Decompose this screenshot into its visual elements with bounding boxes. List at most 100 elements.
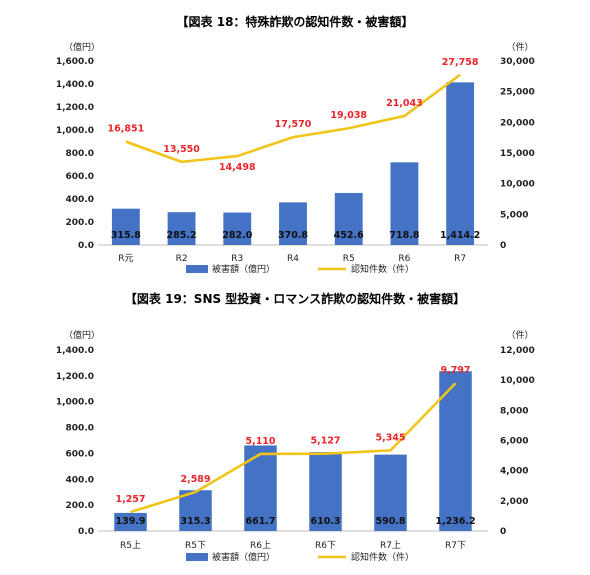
- line-value-label: 5,110: [245, 436, 275, 447]
- line-value-label: 14,498: [219, 162, 256, 173]
- y-right-tick-label: 25,000: [500, 88, 535, 98]
- y-left-tick-label: 800.0: [66, 424, 94, 434]
- y-right-tick-label: 30,000: [500, 57, 535, 67]
- line-value-label: 2,589: [180, 474, 210, 485]
- bar-R2: [167, 212, 196, 245]
- y-right-tick-label: 8,000: [500, 406, 528, 416]
- y-left-unit: （億円）: [64, 329, 100, 341]
- bar-R4: [279, 202, 307, 245]
- bar-R5: [334, 192, 363, 245]
- line-value-label: 1,257: [115, 494, 145, 505]
- y-right-tick-label: 15,000: [500, 149, 535, 159]
- y-right-tick-label: 0: [500, 241, 506, 251]
- y-right-tick-label: 0: [500, 527, 506, 537]
- y-left-tick-label: 1,600.0: [56, 57, 94, 67]
- bar-value-label: 610.3: [310, 516, 340, 527]
- line-value-label: 17,570: [275, 119, 312, 130]
- y-left-tick-label: 1,200.0: [56, 372, 94, 382]
- line-series: [130, 382, 457, 514]
- bar-value-label: 1,236.2: [435, 516, 475, 527]
- chart-1: 0.0 200.0 400.0 600.0 800.0 1,000.0 1,200.0 1,4…: [56, 41, 535, 275]
- y-left-tick-label: 0.0: [78, 527, 94, 537]
- y-right-tick-label: 5,000: [500, 210, 528, 220]
- line-value-label: 19,038: [330, 110, 367, 121]
- x-tick-label: R4: [287, 254, 299, 264]
- bar-R5上: [114, 512, 147, 531]
- bar-R6下: [309, 452, 342, 531]
- bar-R7上: [374, 454, 407, 531]
- bar-R5下: [179, 490, 212, 531]
- bar-value-label: 718.8: [389, 230, 419, 241]
- bar-value-label: 661.7: [245, 516, 275, 527]
- x-tick-label: R5下: [185, 541, 206, 551]
- y-right-tick-label: 20,000: [500, 118, 535, 128]
- y-right-unit: （件）: [506, 329, 533, 341]
- line-value-label: 9,797: [440, 365, 470, 376]
- bar-R7: [446, 82, 475, 245]
- bar-value-label: 282.0: [222, 230, 252, 241]
- bar-R7下: [439, 371, 472, 531]
- line-value-label: 5,127: [310, 436, 340, 447]
- bar-value-label: 315.3: [180, 516, 210, 527]
- x-tick-label: R元: [118, 254, 133, 264]
- bar-value-label: 1,414.2: [440, 230, 480, 241]
- y-left-tick-label: 0.0: [78, 241, 94, 251]
- x-tick-label: R2: [176, 254, 188, 264]
- bar-value-label: 139.9: [115, 516, 145, 527]
- legend-bar-label: 被害額（億円）: [212, 551, 275, 563]
- legend-bar-swatch: [186, 553, 208, 561]
- bar-value-label: 452.6: [334, 230, 364, 241]
- y-left-tick-label: 1,000.0: [56, 398, 94, 408]
- legend-line-label: 認知件数（件）: [351, 551, 414, 563]
- y-left-tick-label: 1,400.0: [56, 80, 94, 90]
- y-left-tick-label: 600.0: [66, 172, 94, 182]
- y-left-tick-label: 1,200.0: [56, 103, 94, 113]
- y-right-tick-label: 10,000: [500, 180, 535, 190]
- x-tick-label: R3: [231, 254, 243, 264]
- y-left-tick-label: 400.0: [66, 195, 94, 205]
- y-left-tick-label: 1,400.0: [56, 346, 94, 356]
- bar-value-label: 285.2: [167, 230, 197, 241]
- y-right-tick-label: 6,000: [500, 437, 528, 447]
- bar-value-label: 315.8: [111, 230, 141, 241]
- x-tick-label: R7上: [380, 540, 401, 551]
- y-left-tick-label: 400.0: [66, 475, 94, 485]
- line-value-label: 27,758: [442, 57, 479, 68]
- chart-2: 0.0 200.0 400.0 600.0 800.0 1,000.0 1,200.0 1,4…: [56, 329, 535, 563]
- line-value-label: 5,345: [375, 432, 405, 443]
- y-left-unit: （億円）: [64, 41, 100, 53]
- bar-value-label: 370.8: [278, 230, 308, 241]
- y-right-tick-label: 10,000: [500, 376, 535, 386]
- chart-title-18: 【図表 18：特殊詐欺の認知件数・被害額】: [176, 15, 414, 29]
- y-left-tick-label: 800.0: [66, 149, 94, 159]
- y-left-tick-label: 200.0: [66, 501, 94, 511]
- x-tick-label: R6: [398, 254, 410, 264]
- x-tick-label: R6上: [250, 540, 271, 551]
- x-tick-label: R7下: [445, 541, 466, 551]
- y-left-tick-label: 600.0: [66, 449, 94, 459]
- bar-R元: [111, 208, 140, 245]
- line-value-label: 16,851: [108, 124, 145, 135]
- bar-R3: [223, 212, 252, 245]
- line-series: [125, 73, 461, 164]
- y-right-unit: （件）: [506, 41, 533, 53]
- y-right-tick-label: 4,000: [500, 467, 528, 477]
- chart-title-19: 【図表 19：SNS 型投資・ロマンス詐欺の認知件数・被害額】: [124, 292, 466, 306]
- line-value-label: 13,550: [163, 144, 200, 155]
- bar-value-label: 590.8: [375, 516, 405, 527]
- legend-bar-label: 被害額（億円）: [212, 263, 275, 275]
- line-value-label: 21,043: [386, 98, 423, 109]
- legend-bar-swatch: [186, 265, 208, 273]
- x-tick-label: R6下: [315, 541, 336, 551]
- bar-R6: [390, 162, 419, 245]
- x-tick-label: R5上: [120, 540, 141, 551]
- y-right-tick-label: 12,000: [500, 346, 535, 356]
- y-left-tick-label: 1,000.0: [56, 126, 94, 136]
- legend-line-label: 認知件数（件）: [351, 263, 414, 275]
- x-tick-label: R7: [454, 254, 466, 264]
- y-right-tick-label: 2,000: [500, 497, 528, 507]
- y-left-tick-label: 200.0: [66, 218, 94, 228]
- x-tick-label: R5: [343, 254, 355, 264]
